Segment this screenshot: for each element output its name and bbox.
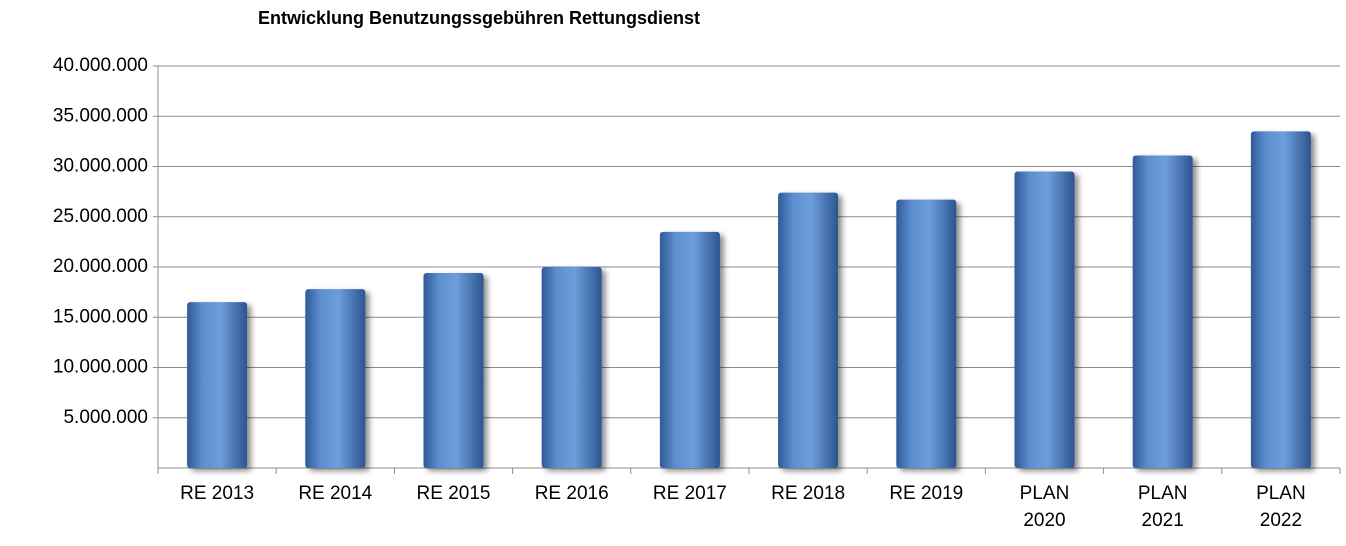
x-tick-label: PLAN 2022 [1256, 483, 1306, 531]
bar [659, 231, 720, 468]
bar [1132, 155, 1193, 468]
x-tick-label: RE 2016 [534, 483, 609, 504]
bar [423, 273, 484, 468]
y-tick-label: 15.000.000 [53, 306, 148, 327]
y-tick-label: 10.000.000 [53, 357, 148, 378]
x-tick-label: RE 2015 [416, 483, 491, 504]
bar [541, 267, 602, 468]
bar [187, 302, 248, 468]
y-tick-label: 25.000.000 [53, 206, 148, 227]
bar [896, 199, 957, 469]
y-tick-label: 5.000.000 [63, 407, 148, 428]
bar [1014, 171, 1075, 468]
bar [778, 192, 839, 468]
y-tick-label: 40.000.000 [53, 55, 148, 76]
y-tick-label: 35.000.000 [53, 105, 148, 126]
x-tick-label: RE 2018 [771, 483, 846, 504]
bar [305, 289, 366, 468]
y-tick-label: 30.000.000 [53, 156, 148, 177]
chart-title: Entwicklung Benutzungssgebühren Rettungs… [258, 8, 701, 28]
x-tick-label: RE 2014 [298, 483, 373, 504]
x-tick-label: RE 2013 [180, 483, 255, 504]
bar [1250, 131, 1311, 468]
y-tick-label: 20.000.000 [53, 256, 148, 277]
x-tick-label: RE 2017 [652, 483, 727, 504]
x-tick-label: PLAN 2021 [1137, 483, 1188, 531]
x-tick-label: PLAN 2020 [1019, 483, 1070, 531]
x-tick-label: RE 2019 [889, 483, 964, 504]
